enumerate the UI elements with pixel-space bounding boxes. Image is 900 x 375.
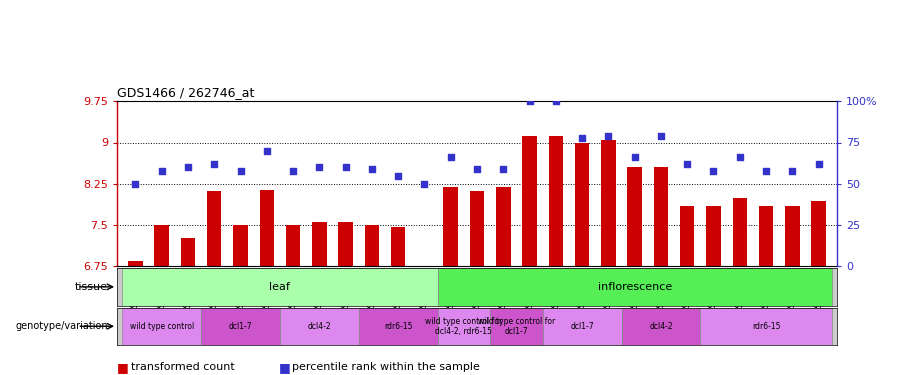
Point: [259, 148, 274, 154]
Point: [680, 161, 695, 167]
Text: rdr6-15: rdr6-15: [384, 322, 412, 331]
Bar: [128, 261, 142, 266]
Bar: [627, 167, 642, 266]
Text: dcl1-7: dcl1-7: [229, 322, 252, 331]
Point: [312, 164, 327, 170]
Text: transformed count: transformed count: [130, 363, 234, 372]
Text: percentile rank within the sample: percentile rank within the sample: [292, 363, 481, 372]
Point: [759, 168, 773, 174]
Point: [391, 172, 405, 178]
Text: dcl1-7: dcl1-7: [571, 322, 594, 331]
Point: [418, 181, 432, 187]
Text: ■: ■: [279, 361, 295, 374]
Point: [444, 154, 458, 160]
Text: genotype/variation: genotype/variation: [15, 321, 108, 331]
Point: [653, 133, 668, 139]
Bar: [122, 308, 201, 345]
Point: [549, 98, 563, 104]
Bar: [653, 167, 668, 266]
Bar: [286, 225, 301, 266]
Bar: [201, 308, 280, 345]
Bar: [549, 136, 563, 266]
Bar: [522, 136, 536, 266]
Point: [785, 168, 799, 174]
Bar: [470, 191, 484, 266]
Text: GDS1466 / 262746_at: GDS1466 / 262746_at: [117, 86, 255, 99]
Point: [496, 166, 510, 172]
Bar: [680, 206, 695, 266]
Bar: [812, 201, 826, 266]
Bar: [359, 308, 437, 345]
Point: [338, 164, 353, 170]
Point: [364, 166, 379, 172]
Bar: [543, 308, 622, 345]
Bar: [280, 308, 359, 345]
Bar: [785, 206, 799, 266]
Point: [733, 154, 747, 160]
Bar: [496, 187, 510, 266]
Bar: [437, 268, 832, 306]
Bar: [207, 191, 221, 266]
Bar: [437, 308, 490, 345]
Text: dcl4-2: dcl4-2: [649, 322, 673, 331]
Point: [233, 168, 248, 174]
Bar: [622, 308, 700, 345]
Bar: [233, 225, 248, 266]
Text: dcl4-2: dcl4-2: [308, 322, 331, 331]
Point: [155, 168, 169, 174]
Bar: [444, 186, 458, 266]
Bar: [259, 190, 274, 266]
Bar: [759, 206, 773, 266]
Point: [470, 166, 484, 172]
Point: [812, 161, 826, 167]
Text: tissue: tissue: [75, 282, 108, 292]
Text: wild type control: wild type control: [130, 322, 194, 331]
Point: [128, 181, 142, 187]
Point: [207, 161, 221, 167]
Point: [601, 133, 616, 139]
Bar: [312, 222, 327, 266]
Text: ■: ■: [117, 361, 133, 374]
Text: leaf: leaf: [269, 282, 291, 292]
Bar: [364, 225, 379, 266]
Bar: [733, 198, 747, 266]
Point: [627, 154, 642, 160]
Text: inflorescence: inflorescence: [598, 282, 671, 292]
Point: [706, 168, 721, 174]
Text: rdr6-15: rdr6-15: [752, 322, 780, 331]
Bar: [700, 308, 832, 345]
Point: [522, 98, 536, 104]
Point: [286, 168, 301, 174]
Bar: [491, 308, 543, 345]
Bar: [391, 226, 405, 266]
Bar: [706, 206, 721, 266]
Point: [575, 135, 590, 141]
Bar: [155, 225, 169, 266]
Text: wild type control for
dcl1-7: wild type control for dcl1-7: [478, 316, 555, 336]
Point: [181, 164, 195, 170]
Bar: [181, 238, 195, 266]
Bar: [575, 142, 590, 266]
Bar: [338, 222, 353, 266]
Bar: [601, 140, 616, 266]
Bar: [418, 266, 432, 270]
Bar: [122, 268, 437, 306]
Text: wild type control for
dcl4-2, rdr6-15: wild type control for dcl4-2, rdr6-15: [425, 316, 502, 336]
